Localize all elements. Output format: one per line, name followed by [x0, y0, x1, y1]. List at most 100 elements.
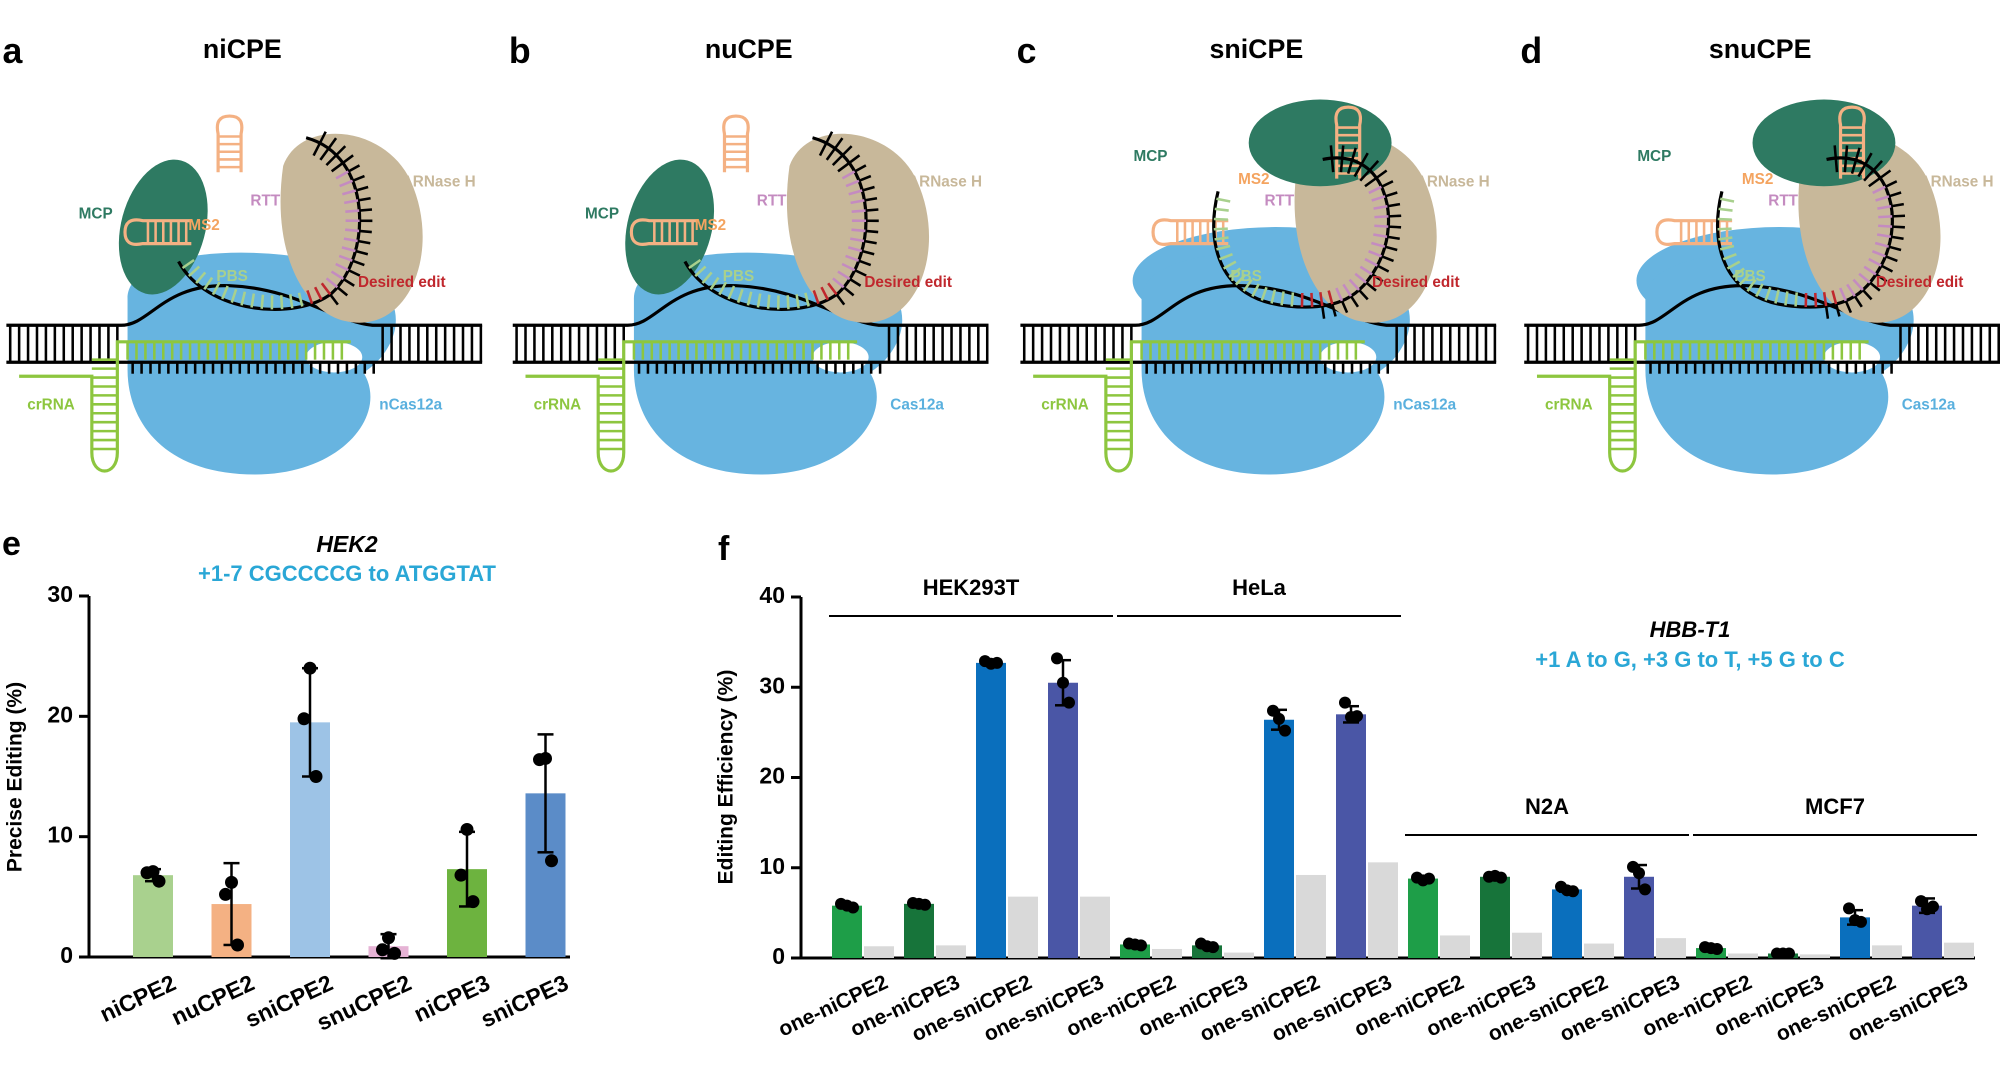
pegrna-tick	[1327, 290, 1334, 305]
pegrna-tick	[1844, 145, 1849, 159]
ms2-hairpin	[1151, 218, 1229, 246]
label-rtt: RTT	[1264, 193, 1294, 210]
label-edit: Desired edit	[1372, 274, 1460, 291]
label-ms2: MS2	[188, 217, 219, 234]
pegrna-tick	[1874, 241, 1890, 248]
pegrna-tick	[330, 270, 345, 281]
pegrna-tick	[842, 286, 855, 297]
pegrna-tick	[1270, 289, 1277, 304]
bar	[1480, 876, 1510, 958]
pegrna-tick	[344, 199, 359, 205]
pegrna-tick	[1891, 202, 1905, 208]
pegrna-tick	[230, 288, 238, 303]
pegrna-tick	[1869, 281, 1881, 292]
y-tick-label: 0	[60, 942, 73, 968]
pegrna-tick	[804, 292, 810, 307]
ms2-hairpin	[1655, 218, 1733, 246]
pegrna-tick	[240, 291, 247, 306]
chart-subtitle: +1 A to G, +3 G to T, +5 G to C	[1535, 647, 1845, 672]
data-point	[1207, 941, 1219, 954]
data-point	[376, 943, 389, 957]
bar	[1408, 878, 1438, 958]
data-point	[1639, 883, 1651, 896]
pegrna-tick	[718, 281, 728, 296]
pegrna-tick	[835, 293, 846, 306]
data-point	[140, 866, 154, 880]
pegrna-tick	[181, 258, 195, 270]
pegrna-tick	[1375, 169, 1388, 180]
data-point	[1351, 710, 1363, 723]
pegrna-tick	[1368, 160, 1380, 172]
pegrna-tick	[345, 228, 360, 233]
pegrna-tick	[1358, 289, 1369, 301]
y-tick-label: 10	[47, 822, 73, 848]
label-rt: RTΔRNase H	[1899, 173, 1993, 190]
pegrna-tick	[221, 285, 229, 300]
label-mcp: MCP	[79, 205, 113, 222]
label-cas: Cas12a	[1902, 397, 1956, 414]
data-point	[1567, 885, 1579, 898]
pegrna-tick	[1876, 233, 1892, 238]
pegrna-tick	[318, 131, 327, 144]
label-cas: nCas12a	[379, 397, 442, 414]
pegrna-tick	[297, 292, 304, 307]
pegrna-tick	[355, 185, 369, 192]
pegrna-tick	[1346, 159, 1354, 174]
pegrna-tick	[1880, 264, 1894, 273]
y-tick-label: 30	[47, 581, 73, 607]
pegrna-tick	[1388, 214, 1402, 218]
pegrna-tick	[1720, 197, 1735, 203]
pegrna-tick	[863, 239, 877, 245]
data-point	[1423, 872, 1435, 885]
pegrna-tick	[1368, 250, 1383, 258]
pegrna-tick	[1872, 160, 1883, 172]
pegrna-tick	[1373, 233, 1388, 238]
label-crrna: crRNA	[534, 397, 582, 414]
ms2-hairpin	[123, 218, 192, 246]
pegrna-tick	[1854, 147, 1861, 161]
pegrna-tick	[818, 142, 828, 157]
y-tick-label: 20	[759, 763, 785, 789]
pegrna-tick	[1852, 278, 1864, 291]
data-point	[1495, 871, 1507, 884]
pegrna-tick	[845, 254, 860, 262]
pegrna-tick	[1381, 255, 1395, 263]
crrna	[19, 340, 351, 473]
pegrna-tick	[320, 282, 332, 296]
pegrna-tick	[1260, 286, 1268, 301]
pegrna-tick	[1223, 260, 1237, 270]
pegrna-tick	[1833, 145, 1838, 159]
pegrna-tick	[848, 189, 863, 196]
panel-letter: d	[1520, 31, 1542, 71]
pegrna-tick	[1387, 202, 1401, 208]
pegrna-tick	[820, 286, 829, 301]
y-tick-label: 30	[759, 672, 785, 698]
pegrna-tick	[1213, 227, 1228, 231]
pegrna-tick	[313, 286, 323, 301]
bar	[1800, 954, 1830, 958]
pegrna-tick	[1878, 215, 1893, 219]
data-point	[1927, 900, 1939, 913]
pegrna-tick	[812, 289, 820, 305]
pegrna-tick	[786, 295, 790, 310]
pegrna-tick	[1872, 185, 1886, 195]
pegrna-tick	[1875, 195, 1890, 202]
data-point	[466, 895, 480, 909]
bar	[1512, 932, 1542, 958]
pegrna-tick	[342, 189, 357, 196]
pegrna-tick	[1738, 273, 1751, 286]
pegrna-tick	[865, 229, 879, 234]
pegrna-tick	[851, 209, 866, 213]
pegrna-tick	[1755, 283, 1764, 298]
pegrna-tick	[359, 208, 373, 212]
data-point	[1783, 947, 1795, 960]
pegrna-tick	[1388, 225, 1402, 229]
ms2-hairpin	[1838, 105, 1866, 179]
crrna	[525, 340, 858, 473]
pegrna-tick	[1888, 191, 1902, 198]
pegrna-tick	[1218, 252, 1233, 261]
panel-letter: f	[718, 530, 730, 568]
pegrna-tick	[1330, 157, 1335, 173]
bar	[1584, 943, 1614, 958]
pegrna-tick	[1884, 180, 1898, 188]
